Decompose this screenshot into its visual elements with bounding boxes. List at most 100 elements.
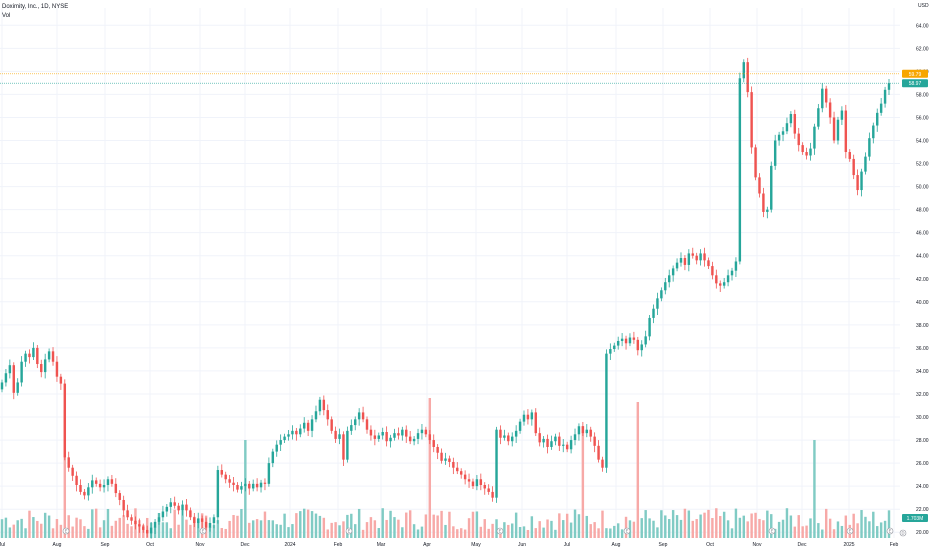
x-tick-label: Sep: [101, 542, 110, 548]
candle-body: [24, 353, 27, 362]
volume-bar: [420, 526, 424, 538]
candle-body: [711, 266, 714, 276]
volume-bar: [267, 520, 271, 538]
candle-body: [687, 253, 691, 265]
candle-body: [750, 92, 753, 148]
volume-bar: [577, 514, 581, 538]
event-marker-label: E: [499, 529, 502, 534]
candle-body: [499, 429, 502, 438]
candle-body: [373, 435, 377, 439]
volume-bar: [864, 516, 867, 538]
volume-bar: [836, 521, 840, 538]
candle-body: [224, 474, 227, 480]
event-marker: [623, 527, 631, 535]
candle-body: [715, 275, 718, 284]
x-tick-label: Jul: [0, 542, 5, 548]
candle-body: [291, 430, 294, 435]
y-tick-label: 24.00: [916, 484, 929, 490]
volume-indicator-label[interactable]: Vol: [2, 13, 11, 19]
symbol-title[interactable]: Doximity, Inc., 1D, NYSE: [2, 4, 69, 10]
volume-bar: [393, 517, 396, 538]
candle-body: [511, 436, 514, 442]
volume-bar: [879, 522, 883, 538]
candle-body: [526, 414, 530, 420]
event-marker: [345, 527, 353, 535]
event-marker-label: E: [849, 529, 852, 534]
candle-body: [216, 470, 220, 518]
candle-body: [613, 345, 616, 350]
volume-bar: [342, 521, 345, 538]
volume-bar: [750, 513, 753, 538]
volume-bar: [726, 520, 730, 538]
x-tick-label: 2024: [284, 542, 295, 548]
y-tick-label: 20.00: [916, 530, 929, 536]
candle-body: [20, 361, 23, 383]
volume-bar: [350, 513, 353, 538]
volume-bar: [546, 519, 549, 538]
volume-bar: [8, 527, 12, 538]
volume-bar: [40, 523, 43, 538]
candle-body: [248, 483, 251, 489]
volume-bar: [432, 514, 435, 538]
x-tick-label: Feb: [890, 542, 899, 548]
event-marker-label: E: [348, 529, 351, 534]
y-tick-label: 30.00: [916, 415, 929, 421]
volume-bar: [628, 520, 632, 538]
candle-body: [813, 126, 816, 149]
candle-body: [55, 361, 59, 377]
candle-body: [197, 518, 200, 524]
candle-body: [47, 351, 51, 360]
volume-bar: [876, 526, 879, 538]
volume-bar: [664, 515, 667, 538]
candle-body: [777, 134, 781, 141]
volume-bar: [397, 519, 400, 538]
candle-body: [797, 133, 800, 146]
candle-body: [106, 479, 110, 485]
candle-body: [832, 117, 836, 141]
volume-bar: [118, 517, 121, 538]
volume-bar: [459, 528, 463, 538]
candle-body: [318, 399, 322, 412]
volume-bar: [346, 514, 349, 538]
y-tick-label: 22.00: [916, 507, 929, 513]
candle-body: [554, 436, 557, 442]
candle-body: [405, 429, 408, 437]
candle-body: [63, 383, 67, 458]
candle-body: [8, 365, 12, 374]
volume-bar: [683, 508, 687, 538]
volume-bar: [860, 510, 863, 538]
volume-bar: [24, 528, 27, 538]
candle-body: [581, 426, 585, 434]
candle-body: [640, 344, 643, 351]
candle-body: [397, 433, 400, 436]
event-marker: [846, 527, 854, 535]
event-marker-label: E: [771, 529, 774, 534]
candle-body: [393, 433, 396, 438]
volume-bar: [287, 527, 290, 538]
x-tick-label: Apr: [423, 542, 431, 548]
event-marker-label: E: [626, 529, 629, 534]
volume-bar: [495, 519, 498, 538]
candle-body: [193, 517, 196, 524]
candle-body: [738, 78, 742, 262]
candle-body: [161, 511, 165, 518]
y-tick-label: 48.00: [916, 208, 929, 214]
volume-bar: [283, 513, 286, 538]
candle-body: [98, 483, 102, 488]
candle-body: [758, 177, 761, 194]
volume-bar: [428, 398, 432, 538]
candle-body: [456, 467, 459, 472]
volume-bar: [36, 520, 39, 538]
candle-body: [361, 412, 365, 420]
candle-body: [401, 429, 404, 436]
candle-body: [287, 434, 290, 437]
y-tick-label: 38.00: [916, 323, 929, 329]
volume-bar: [503, 522, 506, 538]
volume-bar: [719, 516, 722, 538]
candle-body: [463, 474, 467, 480]
volume-bar: [781, 519, 785, 538]
volume-bar: [609, 528, 612, 538]
volume-bar: [208, 527, 212, 538]
